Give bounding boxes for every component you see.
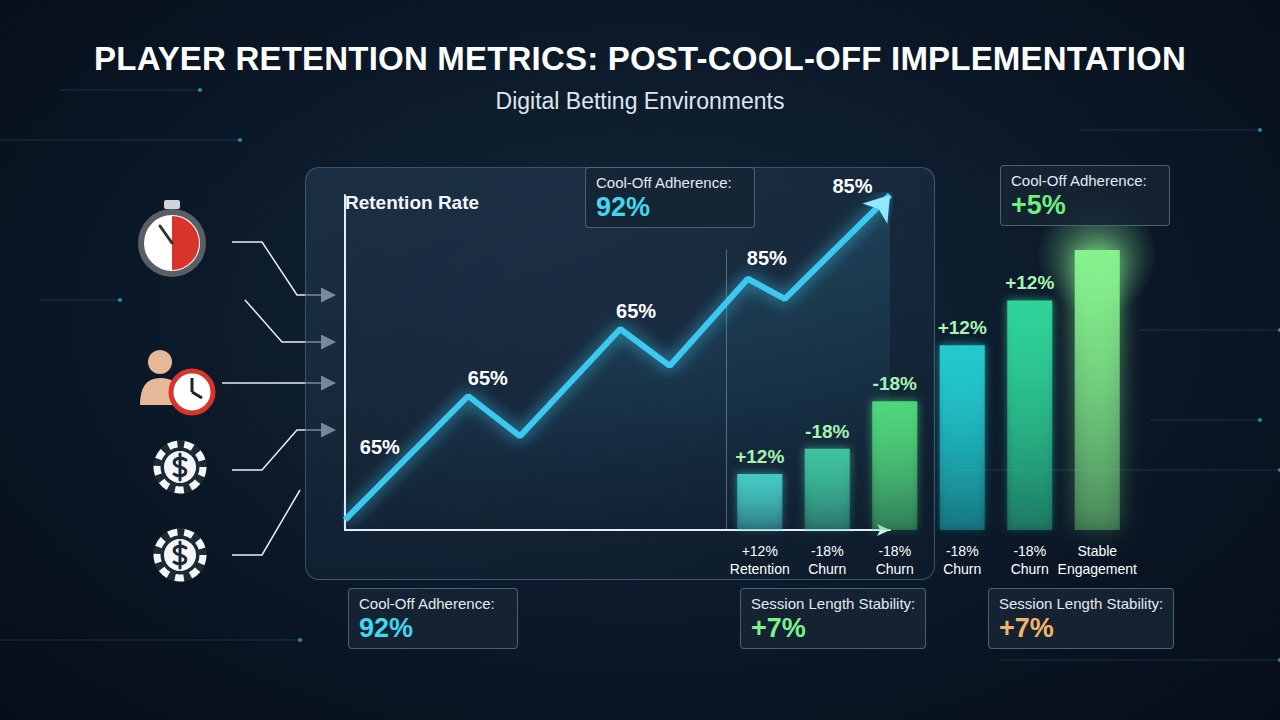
html-text:Retention Rate: Retention Rate	[345, 192, 480, 213]
svg-text:-18%: -18%	[811, 543, 844, 559]
svg-text:65%: 65%	[360, 436, 400, 458]
svg-text:Retention: Retention	[730, 561, 790, 577]
html-text:Session Length Stability:: Session Length Stability:	[751, 595, 916, 612]
svg-text:-18%: -18%	[1013, 543, 1046, 559]
html-text:Digital Betting Environments: Digital Betting Environments	[495, 88, 785, 114]
html-text:Cool-Off Adherence:: Cool-Off Adherence:	[1011, 172, 1147, 189]
html-text:PLAYER RETENTION METRICS: POST: PLAYER RETENTION METRICS: POST-COOL-OFF …	[94, 40, 1186, 77]
svg-text:-18%: -18%	[805, 421, 849, 442]
svg-text:Churn: Churn	[808, 561, 846, 577]
html-text:92%: 92%	[596, 192, 650, 222]
svg-text:+12%: +12%	[735, 446, 784, 467]
html-text:+5%: +5%	[1011, 190, 1066, 220]
html-text:+7%: +7%	[999, 613, 1054, 643]
html-text:92%: 92%	[359, 613, 413, 643]
svg-text:85%: 85%	[832, 175, 872, 197]
svg-text:Churn: Churn	[943, 561, 981, 577]
svg-text:-18%: -18%	[946, 543, 979, 559]
html-text:+7%: +7%	[751, 613, 806, 643]
svg-text:Engagement: Engagement	[1058, 561, 1138, 577]
svg-text:+12%: +12%	[1005, 272, 1054, 293]
svg-text:-18%: -18%	[873, 373, 917, 394]
svg-text:85%: 85%	[747, 247, 787, 269]
html-text:Cool-Off Adherence:: Cool-Off Adherence:	[359, 595, 495, 612]
svg-text:Stable: Stable	[1077, 543, 1117, 559]
svg-text:Churn: Churn	[1011, 561, 1049, 577]
html-text:Cool-Off Adherence:: Cool-Off Adherence:	[596, 174, 732, 191]
svg-text:+12%: +12%	[742, 543, 778, 559]
svg-text:Churn: Churn	[876, 561, 914, 577]
svg-text:+12%: +12%	[938, 317, 987, 338]
html-text:Session Length Stability:: Session Length Stability:	[999, 595, 1164, 612]
svg-text:-18%: -18%	[878, 543, 911, 559]
svg-text:65%: 65%	[468, 367, 508, 389]
svg-text:65%: 65%	[616, 300, 656, 322]
